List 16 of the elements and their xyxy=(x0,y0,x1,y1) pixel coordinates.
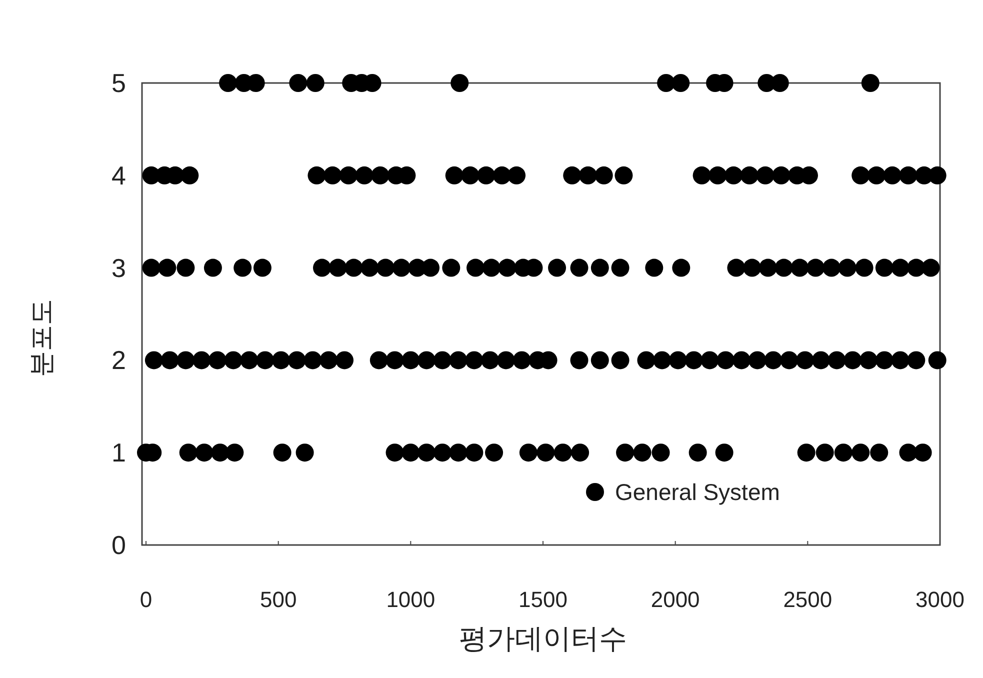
x-tick-label: 2000 xyxy=(650,587,700,612)
x-tick-label: 2500 xyxy=(783,587,832,612)
x-tick-label: 1000 xyxy=(386,587,436,612)
x-tick-label: 3000 xyxy=(916,587,964,612)
y-tick-label: 1 xyxy=(112,438,126,468)
x-tick-label: 1500 xyxy=(518,587,568,612)
x-tick-label: 0 xyxy=(140,587,152,612)
x-axis-title: 평가데이터수 xyxy=(459,623,627,654)
y-tick-label: 0 xyxy=(112,530,126,560)
y-tick-label: 5 xyxy=(112,68,126,98)
legend: General System xyxy=(586,479,780,505)
x-tick-label: 500 xyxy=(260,587,297,612)
y-tick-label: 3 xyxy=(112,252,126,283)
y-axis-title: 분포도 xyxy=(26,299,56,377)
y-tick-label: 2 xyxy=(112,345,126,376)
y-tick-label: 4 xyxy=(112,160,126,190)
